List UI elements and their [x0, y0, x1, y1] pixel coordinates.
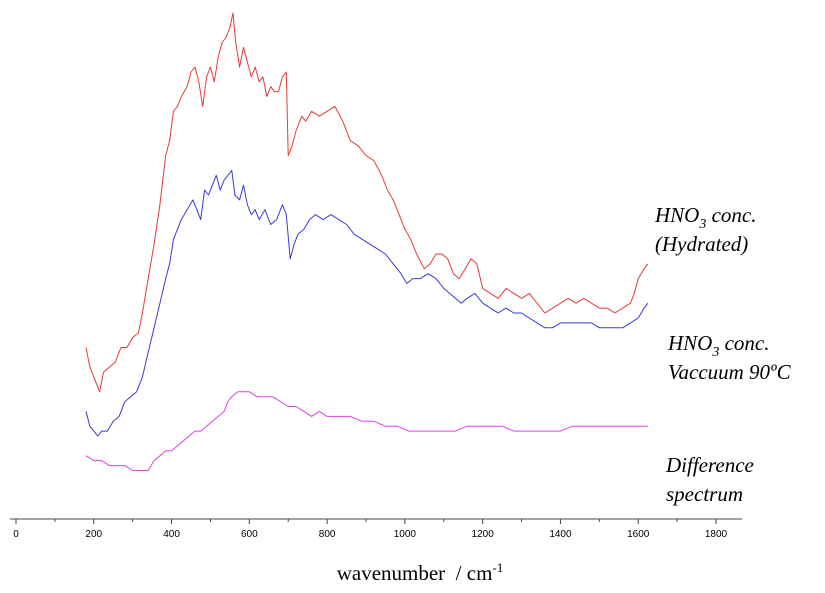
series-label-difference-line-1: Difference — [665, 453, 754, 477]
series-labels: HNO3 conc.(Hydrated)HNO3 conc.Vaccuum 90… — [654, 203, 792, 506]
x-tick-label-1800: 1800 — [705, 529, 728, 540]
x-tick-label-1000: 1000 — [394, 529, 417, 540]
x-tick-label-200: 200 — [85, 529, 102, 540]
x-tick-label-600: 600 — [241, 529, 258, 540]
x-tick-label-1600: 1600 — [627, 529, 650, 540]
series-line-hydrated — [85, 12, 649, 393]
series-line-vacuum — [85, 169, 649, 437]
series-label-vacuum-line-1: HNO3 conc. — [667, 331, 770, 360]
series-label-difference-line-2: spectrum — [666, 482, 743, 506]
x-axis-label: wavenumber / cm-1 — [337, 560, 504, 585]
series-label-vacuum-line-2: Vaccuum 90ºC — [668, 360, 792, 384]
series-label-hydrated-line-1: HNO3 conc. — [654, 203, 757, 232]
x-tick-label-400: 400 — [163, 529, 180, 540]
series-line-difference — [85, 391, 648, 471]
x-tick-label-1200: 1200 — [472, 529, 495, 540]
x-tick-label-1400: 1400 — [549, 529, 572, 540]
x-tick-label-800: 800 — [319, 529, 336, 540]
series-layer — [85, 12, 649, 471]
series-label-hydrated-line-2: (Hydrated) — [655, 232, 748, 256]
x-tick-label-0: 0 — [13, 529, 19, 540]
x-axis: 0 200 400 600 800 1000 1200 1400 1600 1800 — [10, 518, 742, 540]
